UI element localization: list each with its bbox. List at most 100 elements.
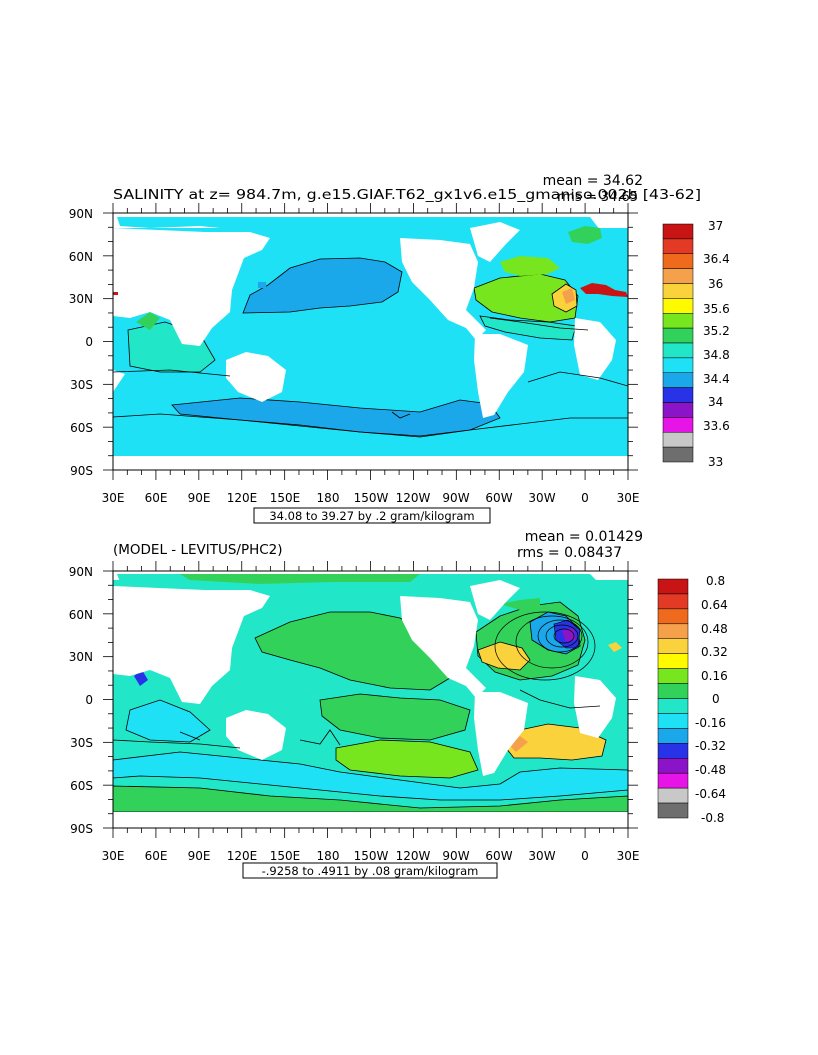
panel-1-y-tick-labels: 90N 60N 30N 0 30S 60S 90S xyxy=(69,207,93,478)
colorbar-label: 34.4 xyxy=(703,372,730,386)
colorbar-swatch xyxy=(657,578,689,595)
colorbar-swatch xyxy=(657,743,689,759)
southern-cyan-band xyxy=(113,751,628,801)
colorbar-swatch xyxy=(662,342,694,359)
arabian-sea-patch xyxy=(134,670,148,686)
colorbar-swatch xyxy=(657,638,689,654)
colorbar-label: 33 xyxy=(708,455,723,469)
colorbar-label: 0 xyxy=(712,692,720,706)
y-tick-label: 30S xyxy=(70,378,93,392)
x-tick-label: 30W xyxy=(528,849,555,863)
land-masses xyxy=(113,222,628,470)
x-tick-label: 0 xyxy=(581,491,589,505)
colorbar-swatch xyxy=(657,698,689,714)
labrador-contours xyxy=(494,611,596,681)
x-tick-label: 150E xyxy=(270,491,301,505)
colorbar-swatch xyxy=(657,593,689,610)
panel-2-x-tick-labels: 30E 60E 90E 120E 150E 180 150W 120W 90W … xyxy=(102,849,640,863)
x-tick-label: 60E xyxy=(145,849,168,863)
panel-2-colorbar xyxy=(657,578,689,819)
colorbar-swatch xyxy=(662,357,694,373)
y-tick-label: 30S xyxy=(70,736,93,750)
colorbar-swatch xyxy=(657,802,689,819)
south-pacific-high xyxy=(335,739,479,779)
colorbar-label: 0.16 xyxy=(701,669,728,683)
x-tick-label: 120W xyxy=(396,849,431,863)
panel-1-colorbar-labels: 37 36.4 36 35.6 35.2 34.8 34.4 34 33.6 3… xyxy=(703,219,730,469)
colorbar-label: 34.8 xyxy=(703,348,730,362)
nordic-green xyxy=(500,256,560,276)
colorbar-swatch xyxy=(657,758,689,774)
colorbar-swatch xyxy=(662,372,694,388)
y-tick-label: 90S xyxy=(70,822,93,836)
y-tick-label: 60S xyxy=(70,779,93,793)
x-tick-label: 90E xyxy=(188,491,211,505)
colorbar-swatch xyxy=(662,253,694,269)
x-tick-label: 30E xyxy=(102,491,125,505)
x-tick-label: 60E xyxy=(145,491,168,505)
salinity-map xyxy=(112,212,629,471)
colorbar-swatch xyxy=(657,772,689,789)
x-tick-label: 180 xyxy=(317,849,340,863)
colorbar-swatch xyxy=(657,713,689,729)
panel-1-x-tick-labels: 30E 60E 90E 120E 150E 180 150W 120W 90W … xyxy=(102,491,640,505)
colorbar-label: -0.16 xyxy=(695,716,726,730)
arctic-green-band xyxy=(180,574,420,584)
panel-2-title: (MODEL - LEVITUS/PHC2) xyxy=(113,542,283,558)
y-tick-label: 60N xyxy=(69,608,93,622)
y-tick-label: 90N xyxy=(69,565,93,579)
colorbar-swatch xyxy=(657,608,689,625)
indian-ocean-cyan xyxy=(125,699,211,743)
colorbar-label: 36.4 xyxy=(703,252,730,266)
y-tick-label: 60N xyxy=(69,250,93,264)
mediterranean-core xyxy=(562,288,575,304)
x-tick-label: 60W xyxy=(485,849,512,863)
colorbar-swatch xyxy=(657,668,689,684)
colorbar-label: -0.64 xyxy=(695,787,726,801)
colorbar-swatch xyxy=(657,623,689,639)
panel-2-tick-marks xyxy=(103,561,638,838)
labrador-fresh xyxy=(568,226,602,244)
colorbar-swatch xyxy=(657,787,689,804)
colorbar-label: 0.8 xyxy=(706,574,725,588)
labrador-core xyxy=(562,628,576,642)
panel-1-colorbar xyxy=(662,223,694,463)
x-tick-label: 150E xyxy=(270,849,301,863)
nordic-green xyxy=(500,598,540,610)
x-tick-label: 150W xyxy=(354,849,389,863)
colorbar-swatch xyxy=(662,417,694,433)
south-atlantic-orange xyxy=(510,736,528,752)
tropical-pacific-green xyxy=(319,693,471,741)
x-tick-label: 90E xyxy=(188,849,211,863)
colorbar-label: 0.48 xyxy=(701,622,728,636)
x-tick-label: 120E xyxy=(227,491,258,505)
y-tick-label: 90S xyxy=(70,464,93,478)
land-masses xyxy=(113,580,628,828)
gulf-spot xyxy=(113,292,118,295)
colorbar-swatch xyxy=(662,432,694,448)
panel-1-title: SALINITY at z= 984.7m, g.e15.GIAF.T62_gx… xyxy=(113,187,701,203)
colorbar-label: 0.64 xyxy=(701,598,728,612)
x-tick-label: 60W xyxy=(485,491,512,505)
panel-1-rms: rms = 34.65 xyxy=(557,190,638,205)
y-tick-label: 30N xyxy=(69,650,93,664)
colorbar-swatch xyxy=(662,402,694,418)
colorbar-label: 34 xyxy=(708,395,723,409)
colorbar-swatch xyxy=(662,238,694,254)
panel-2-range-label: -.9258 to .4911 by .08 gram/kilogram xyxy=(262,864,479,878)
x-tick-label: 90W xyxy=(442,849,469,863)
colorbar-label: 35.2 xyxy=(703,324,730,338)
x-tick-label: 0 xyxy=(581,849,589,863)
colorbar-swatch xyxy=(662,387,694,403)
y-tick-label: 30N xyxy=(69,292,93,306)
red-sea-patch xyxy=(136,312,160,330)
difference-map xyxy=(112,570,629,829)
colorbar-swatch xyxy=(662,327,694,344)
colorbar-swatch xyxy=(662,313,694,329)
y-tick-label: 90N xyxy=(69,207,93,221)
colorbar-label: -0.8 xyxy=(701,811,724,825)
panel-2-y-tick-labels: 90N 60N 30N 0 30S 60S 90S xyxy=(69,565,93,836)
salinity-panel: mean = 34.62 SALINITY at z= 984.7m, g.e1… xyxy=(69,173,730,524)
x-tick-label: 180 xyxy=(317,491,340,505)
panel-1-range-label: 34.08 to 39.27 by .2 gram/kilogram xyxy=(269,509,474,523)
